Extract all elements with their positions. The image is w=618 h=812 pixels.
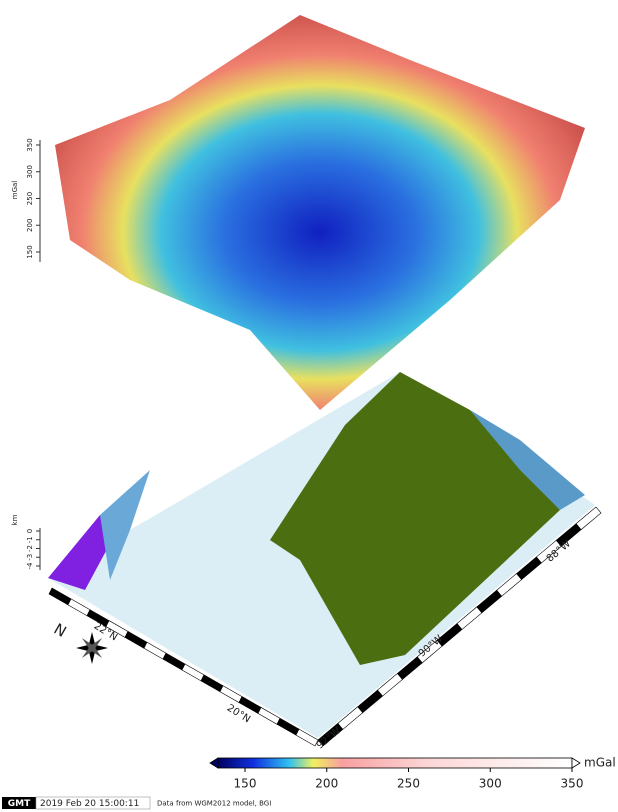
gravity-surface xyxy=(55,15,585,410)
colorbar-high-triangle xyxy=(571,757,581,769)
compass-rose xyxy=(76,632,108,664)
logo-box xyxy=(2,797,36,809)
map-frame xyxy=(48,506,602,747)
land xyxy=(270,372,560,665)
axis-tick-label: 0 xyxy=(26,529,34,533)
axis-tick-label: 150 xyxy=(26,245,34,258)
axis-tick-label: -2 xyxy=(26,545,34,552)
gravity-relief xyxy=(55,15,585,410)
north-label: N xyxy=(51,620,70,641)
colorbar-tick-label: 350 xyxy=(561,777,584,791)
axis-tick-label: 250 xyxy=(26,192,34,205)
colorbar-tick-label: 150 xyxy=(234,777,257,791)
axis-tick-label: -1 xyxy=(26,536,34,543)
frame-segment xyxy=(575,506,602,531)
axis-tick-label: 350 xyxy=(26,138,34,151)
z-axis-label: mGal xyxy=(11,181,19,200)
axis-tick-label: 200 xyxy=(26,219,34,232)
frame-segment xyxy=(67,598,91,617)
shelf xyxy=(470,410,585,510)
credit: Data from WGM2012 model, BGI xyxy=(157,800,271,808)
deep-basin xyxy=(48,515,120,590)
axis-tick-label: -3 xyxy=(26,554,34,561)
colorbar-label: mGal xyxy=(584,756,616,770)
depth-axis-label: km xyxy=(11,514,19,525)
axis-tick-label: 300 xyxy=(26,165,34,178)
colorbar-tick-label: 200 xyxy=(315,777,338,791)
slope xyxy=(100,470,150,580)
logo: GMT xyxy=(8,799,31,809)
colorbar-tick-label: 300 xyxy=(479,777,502,791)
axis-tick-label: -4 xyxy=(26,562,34,570)
timestamp: 2019 Feb 20 15:00:11 xyxy=(40,799,139,809)
colorbar-tick-label: 250 xyxy=(397,777,420,791)
frame-segment xyxy=(48,587,72,606)
colorbar-low-triangle xyxy=(209,757,219,769)
colorbar xyxy=(217,757,573,769)
base-map xyxy=(48,372,595,738)
timestamp-box xyxy=(35,796,151,810)
frame-segment xyxy=(295,728,319,747)
